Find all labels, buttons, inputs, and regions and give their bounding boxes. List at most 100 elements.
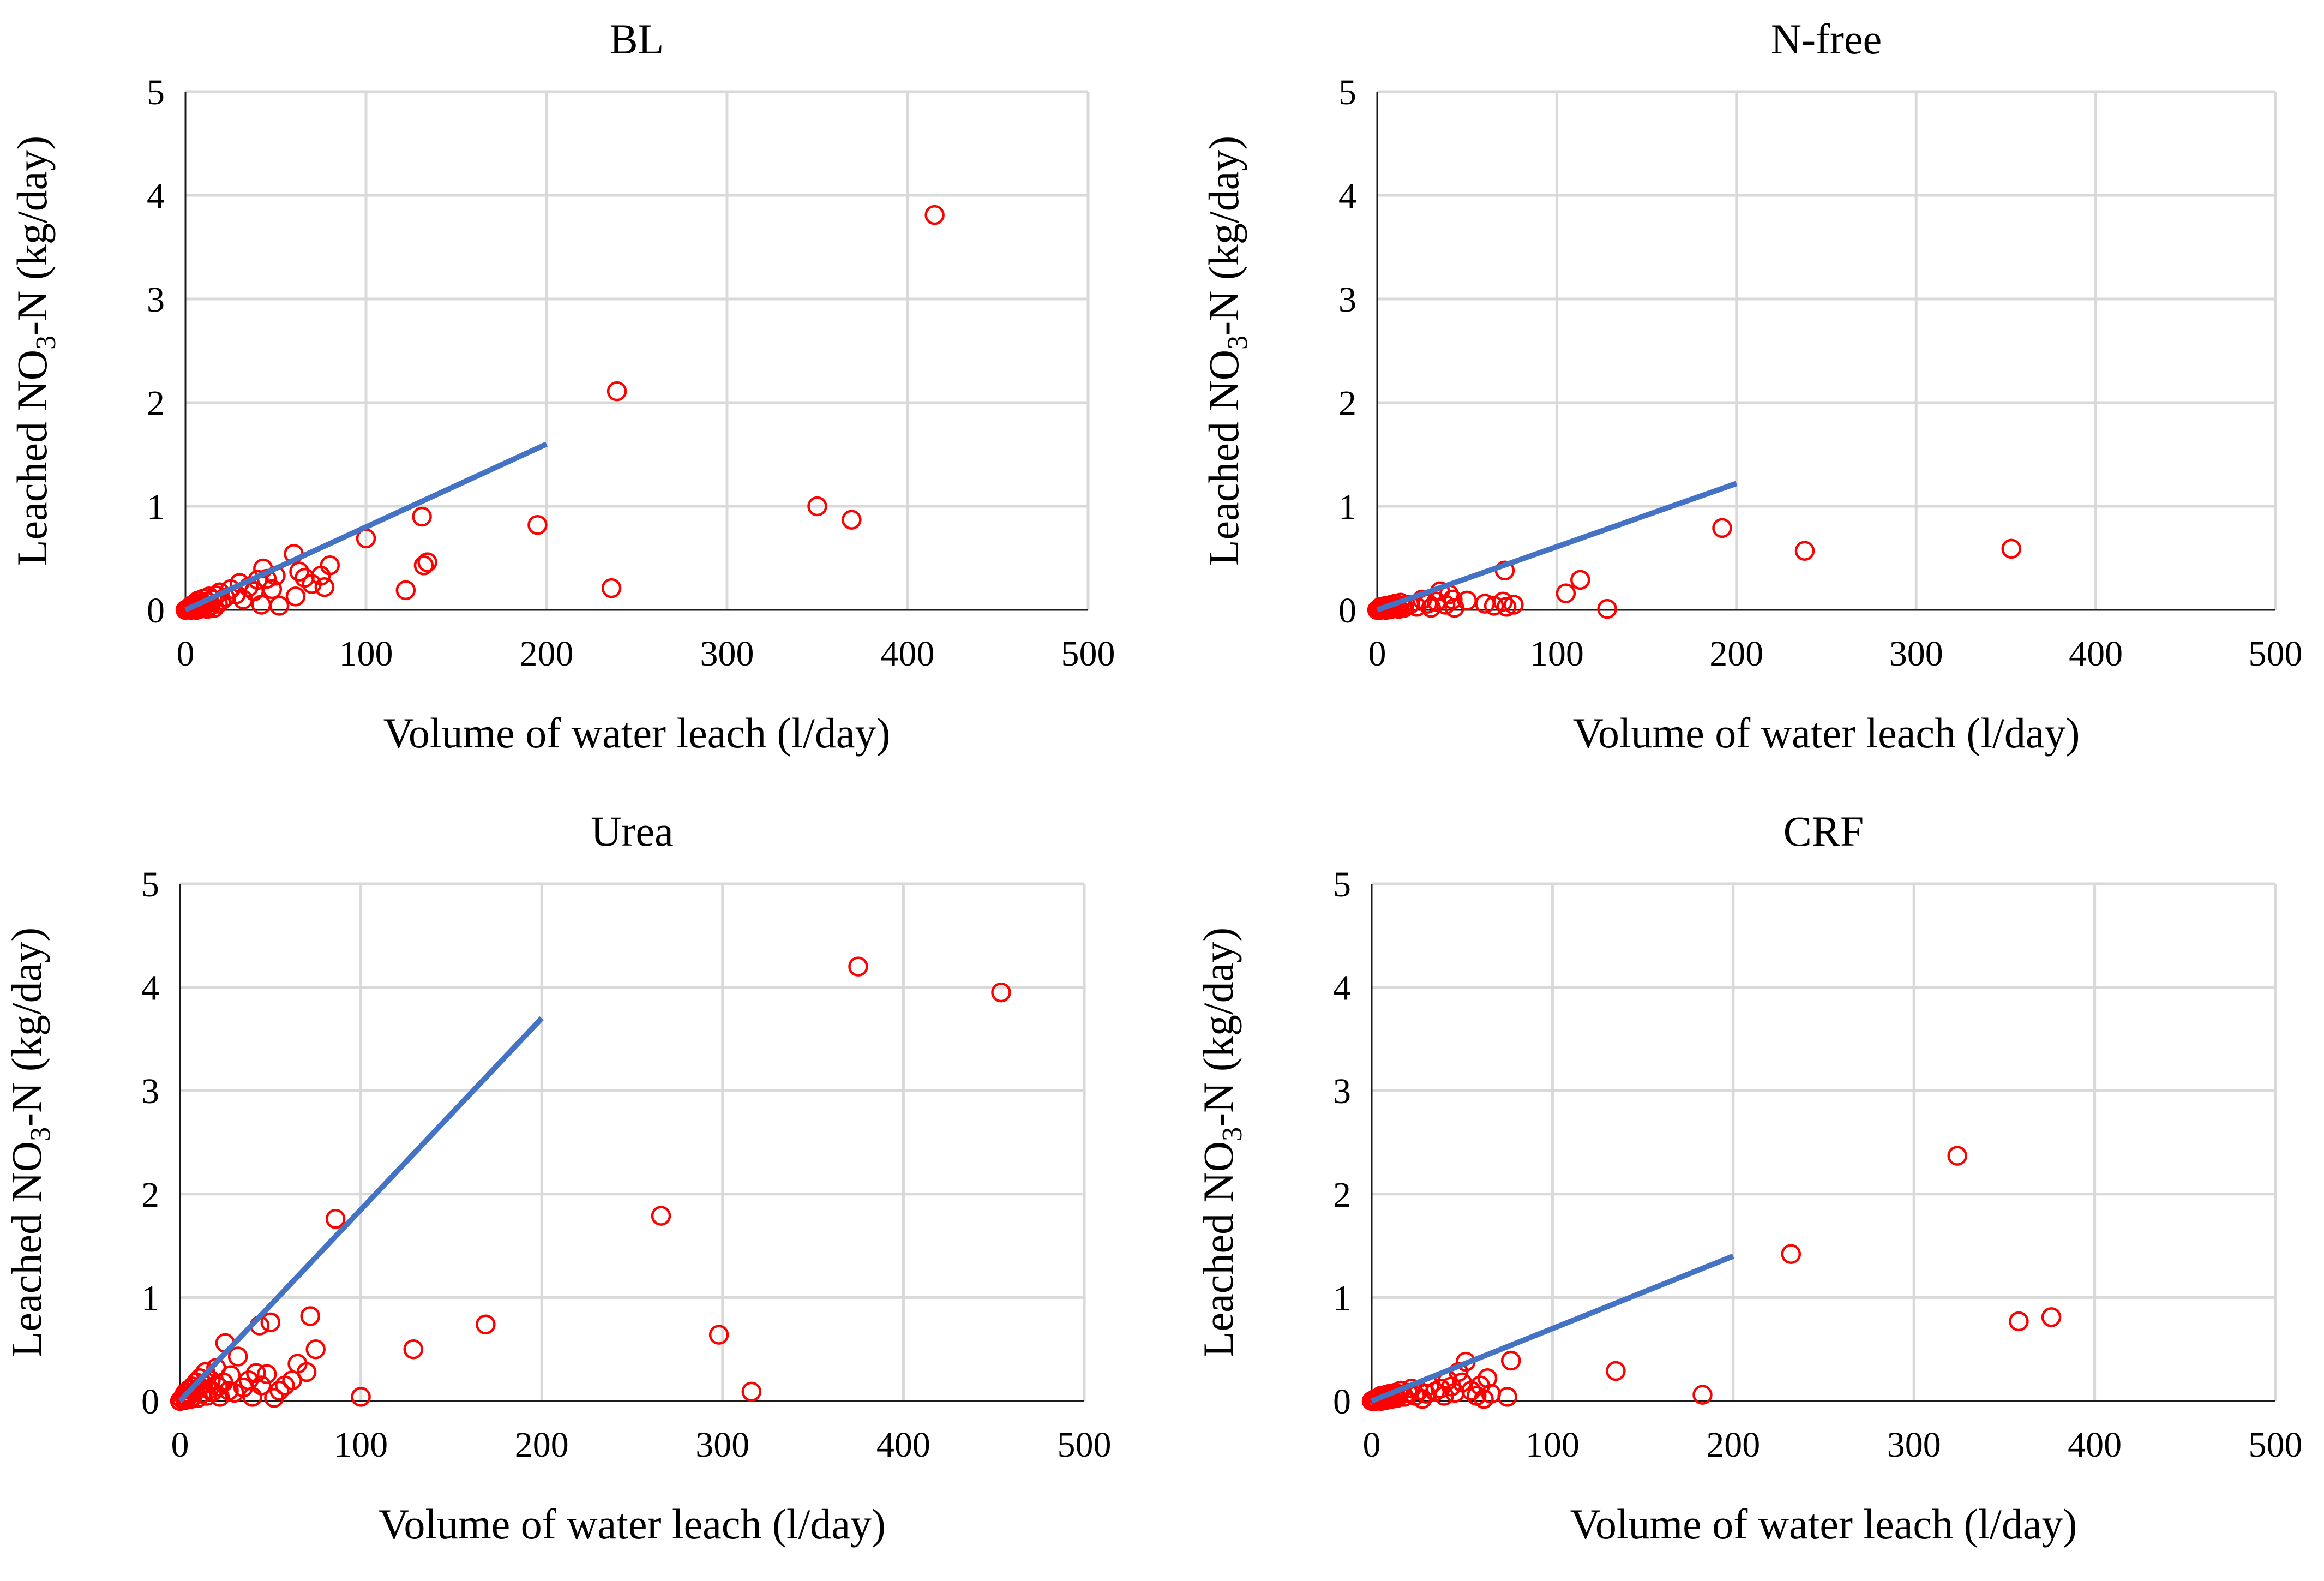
- data-point: [991, 982, 1011, 1003]
- y-tick-label: 1: [141, 1278, 159, 1318]
- data-point: [2009, 1311, 2029, 1332]
- y-tick-label: 3: [147, 280, 165, 320]
- data-point: [314, 577, 335, 597]
- data-point: [1692, 1385, 1713, 1405]
- y-axis-label-main: Leached NO: [1200, 350, 1247, 566]
- x-tick-label: 300: [700, 634, 754, 674]
- y-tick-label: 3: [141, 1071, 159, 1111]
- x-tick-label: 300: [695, 1425, 749, 1465]
- chart-panel-bl: 0 1 2 3 4 5 0 100 200 300 400 500 BL Volume of water …: [8, 15, 1115, 757]
- data-point: [2041, 1307, 2062, 1327]
- y-tick-label: 4: [1338, 176, 1356, 216]
- y-axis-label: Leached NO3-N (kg/day): [1200, 136, 1253, 566]
- x-tick-label: 0: [171, 1425, 189, 1465]
- y-tick-label: 2: [141, 1175, 159, 1215]
- data-point: [320, 555, 340, 576]
- data-point: [395, 580, 416, 601]
- y-tick-label: 4: [147, 176, 165, 216]
- data-point: [256, 1364, 277, 1384]
- y-tick-label: 4: [1333, 968, 1351, 1008]
- y-tick-label: 1: [147, 487, 165, 527]
- y-tick-label: 0: [147, 591, 165, 631]
- y-tick-label: 5: [1333, 865, 1351, 905]
- x-axis-label: Volume of water leach (l/day): [1570, 1500, 2077, 1548]
- x-tick-label: 400: [881, 634, 935, 674]
- y-axis-label-unit: -N (kg/day): [8, 136, 56, 336]
- x-tick-label: 200: [520, 634, 574, 674]
- y-tick-label: 3: [1338, 280, 1356, 320]
- data-point: [251, 1375, 272, 1396]
- data-point: [1712, 518, 1732, 538]
- chart-title: BL: [610, 15, 664, 63]
- y-axis-label: Leached NO3-N (kg/day): [8, 136, 62, 566]
- y-tick-label: 2: [1333, 1175, 1351, 1215]
- chart-panel-crf: 0 1 2 3 4 5 0 100 200 300 400 500 CRF Volume of water…: [1194, 807, 2303, 1548]
- y-axis-label: Leached NO3-N (kg/day): [1194, 927, 1248, 1357]
- data-point: [296, 1362, 317, 1382]
- data-point: [1794, 541, 1815, 561]
- data-point: [300, 1306, 321, 1326]
- x-tick-label: 400: [876, 1425, 930, 1465]
- chart-title: Urea: [591, 807, 674, 855]
- y-tick-label: 0: [1338, 591, 1356, 631]
- x-tick-label: 100: [339, 634, 393, 674]
- y-tick-label: 4: [141, 968, 159, 1008]
- x-tick-label: 100: [1526, 1425, 1580, 1465]
- y-tick-label: 2: [147, 384, 165, 423]
- y-tick-label: 3: [1333, 1071, 1351, 1111]
- x-axis-label: Volume of water leach (l/day): [379, 1500, 886, 1548]
- x-tick-label: 200: [1709, 634, 1763, 674]
- data-point: [601, 578, 622, 598]
- data-point: [741, 1381, 762, 1402]
- x-tick-label: 500: [1058, 1425, 1112, 1465]
- trend-line: [184, 441, 548, 613]
- data-point: [289, 561, 309, 582]
- x-tick-label: 400: [2069, 634, 2123, 674]
- data-point: [476, 1314, 496, 1334]
- data-point: [1497, 1387, 1517, 1407]
- data-point: [1556, 583, 1576, 603]
- data-point: [708, 1325, 729, 1345]
- data-point: [924, 205, 945, 225]
- y-axis-label-unit: -N (kg/day): [1200, 136, 1247, 336]
- y-axis-label: Leached NO3-N (kg/day): [3, 927, 56, 1357]
- x-tick-label: 500: [2249, 1425, 2303, 1465]
- chart-panel-urea: 0 1 2 3 4 5 0 100 200 300 400 500 Urea Volume of wate…: [3, 807, 1112, 1548]
- data-point: [269, 1380, 290, 1401]
- x-tick-label: 0: [1363, 1425, 1381, 1465]
- data-point: [1504, 595, 1524, 615]
- data-point: [2001, 538, 2022, 559]
- y-axis-label-unit: -N (kg/day): [3, 927, 50, 1127]
- data-point: [807, 496, 827, 517]
- x-tick-label: 300: [1889, 634, 1943, 674]
- y-axis-label-subscript: 3: [1222, 336, 1253, 350]
- chart-title: CRF: [1783, 807, 1864, 855]
- y-axis-label-subscript: 3: [1217, 1127, 1248, 1141]
- x-tick-label: 100: [1530, 634, 1584, 674]
- x-tick-label: 500: [1061, 634, 1115, 674]
- y-axis-label-main: Leached NO: [3, 1141, 50, 1357]
- data-point: [842, 510, 862, 530]
- x-tick-label: 200: [515, 1425, 569, 1465]
- data-point: [848, 956, 868, 977]
- data-point: [651, 1206, 671, 1226]
- y-tick-label: 2: [1338, 384, 1356, 423]
- data-point: [1606, 1361, 1626, 1381]
- y-tick-label: 0: [141, 1382, 159, 1422]
- data-point: [413, 555, 434, 576]
- trend-line: [1371, 1253, 1734, 1404]
- y-axis-label-main: Leached NO: [1194, 1141, 1242, 1357]
- chart-title: N-free: [1771, 15, 1882, 63]
- x-tick-label: 200: [1706, 1425, 1760, 1465]
- data-point: [527, 514, 548, 535]
- data-point: [1947, 1146, 1967, 1166]
- y-tick-label: 1: [1338, 487, 1356, 527]
- data-point: [1500, 1350, 1521, 1371]
- data-point: [1493, 591, 1513, 612]
- y-tick-label: 0: [1333, 1382, 1351, 1422]
- trend-line: [178, 1016, 544, 1403]
- x-tick-label: 300: [1887, 1425, 1941, 1465]
- y-axis-label-subscript: 3: [31, 336, 62, 350]
- data-point: [251, 595, 272, 615]
